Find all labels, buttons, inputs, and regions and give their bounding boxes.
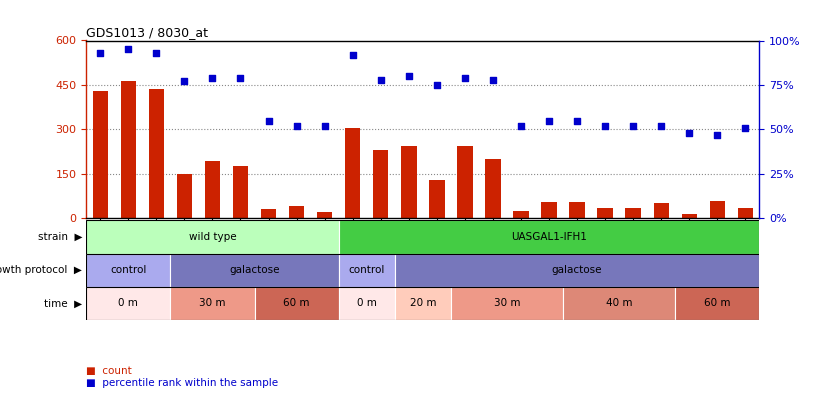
- Text: ■  percentile rank within the sample: ■ percentile rank within the sample: [86, 378, 278, 388]
- Bar: [171, 287, 255, 320]
- Bar: [738, 208, 753, 218]
- Point: [262, 117, 275, 124]
- Bar: [338, 287, 395, 320]
- Bar: [676, 287, 759, 320]
- Bar: [86, 287, 171, 320]
- Text: time  ▶: time ▶: [44, 298, 82, 308]
- Text: ■  count: ■ count: [86, 366, 132, 375]
- Bar: [289, 207, 305, 218]
- Bar: [171, 254, 338, 287]
- Text: galactose: galactose: [552, 265, 603, 275]
- Point: [234, 75, 247, 81]
- Text: 30 m: 30 m: [200, 298, 226, 308]
- Bar: [255, 287, 338, 320]
- Bar: [598, 208, 612, 218]
- Bar: [513, 211, 529, 218]
- Bar: [204, 160, 220, 218]
- Point: [599, 123, 612, 129]
- Point: [346, 51, 360, 58]
- Point: [374, 77, 388, 83]
- Bar: [395, 254, 759, 287]
- Bar: [709, 200, 725, 218]
- Point: [402, 73, 415, 79]
- Point: [654, 123, 667, 129]
- Bar: [626, 208, 641, 218]
- Bar: [121, 81, 136, 218]
- Point: [318, 123, 331, 129]
- Text: UASGAL1-IFH1: UASGAL1-IFH1: [511, 232, 587, 242]
- Text: 30 m: 30 m: [493, 298, 521, 308]
- Text: wild type: wild type: [189, 232, 236, 242]
- Point: [711, 132, 724, 138]
- Bar: [317, 212, 333, 218]
- Text: strain  ▶: strain ▶: [38, 232, 82, 242]
- Bar: [681, 214, 697, 218]
- Point: [206, 75, 219, 81]
- Bar: [563, 287, 676, 320]
- Text: 0 m: 0 m: [357, 298, 377, 308]
- Text: 60 m: 60 m: [704, 298, 731, 308]
- Point: [94, 50, 107, 56]
- Text: growth protocol  ▶: growth protocol ▶: [0, 265, 82, 275]
- Text: control: control: [110, 265, 146, 275]
- Bar: [86, 220, 338, 254]
- Point: [149, 50, 163, 56]
- Text: 60 m: 60 m: [283, 298, 310, 308]
- Bar: [485, 159, 501, 218]
- Point: [178, 78, 191, 85]
- Bar: [541, 202, 557, 218]
- Point: [430, 82, 443, 88]
- Bar: [338, 254, 395, 287]
- Bar: [451, 287, 563, 320]
- Point: [122, 46, 135, 53]
- Bar: [373, 150, 388, 218]
- Text: GDS1013 / 8030_at: GDS1013 / 8030_at: [86, 26, 209, 39]
- Bar: [233, 166, 248, 218]
- Text: galactose: galactose: [229, 265, 280, 275]
- Bar: [570, 202, 585, 218]
- Bar: [177, 174, 192, 218]
- Point: [683, 130, 696, 136]
- Text: 0 m: 0 m: [118, 298, 138, 308]
- Bar: [654, 203, 669, 218]
- Text: 40 m: 40 m: [606, 298, 632, 308]
- Point: [571, 117, 584, 124]
- Point: [458, 75, 471, 81]
- Bar: [395, 287, 451, 320]
- Bar: [401, 146, 416, 218]
- Text: 20 m: 20 m: [410, 298, 436, 308]
- Bar: [457, 146, 473, 218]
- Bar: [345, 128, 360, 218]
- Point: [486, 77, 499, 83]
- Text: control: control: [349, 265, 385, 275]
- Bar: [93, 91, 108, 218]
- Point: [515, 123, 528, 129]
- Point: [739, 124, 752, 131]
- Point: [543, 117, 556, 124]
- Point: [290, 123, 303, 129]
- Point: [626, 123, 640, 129]
- Bar: [261, 209, 276, 218]
- Bar: [149, 90, 164, 218]
- Bar: [429, 180, 444, 218]
- Bar: [338, 220, 759, 254]
- Bar: [86, 254, 171, 287]
